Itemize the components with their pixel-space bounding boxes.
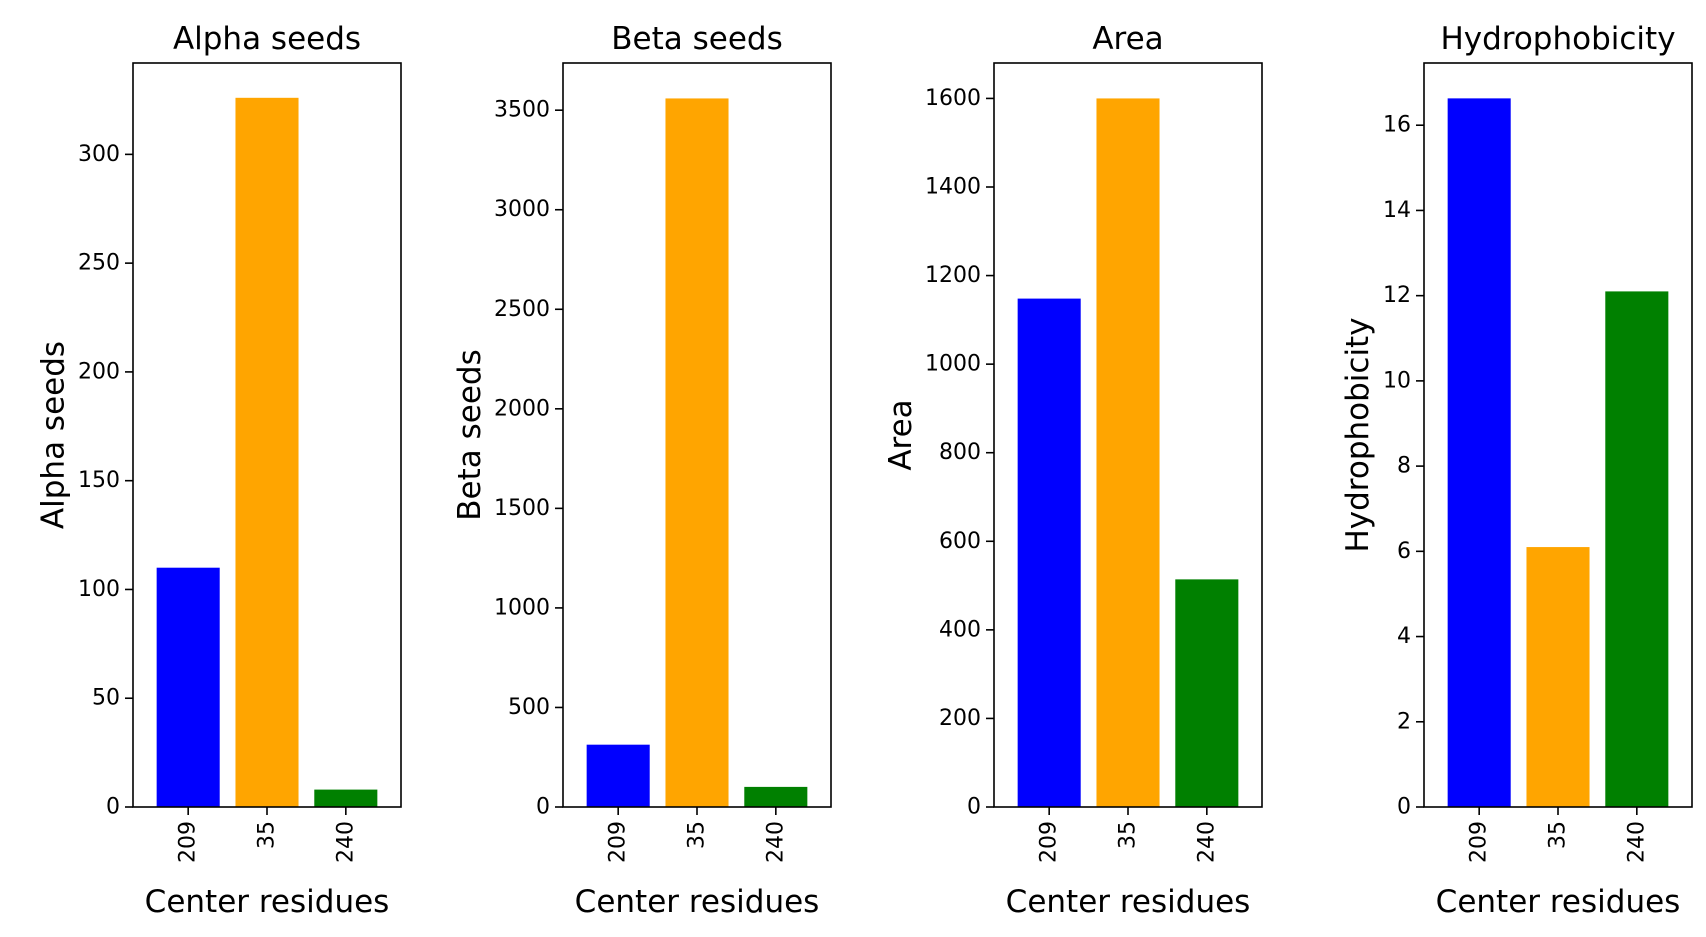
x-tick-label: 209 [606,821,631,863]
y-axis-label: Beta seeds [452,349,488,520]
y-tick-label: 2 [1397,709,1411,734]
y-tick-label: 250 [78,251,120,276]
x-tick-label: 209 [1467,821,1492,863]
y-tick-label: 1000 [494,595,550,620]
y-tick-label: 300 [78,142,120,167]
y-tick-label: 150 [78,468,120,493]
x-axis-label: Center residues [145,884,390,920]
chart-title: Hydrophobicity [1440,21,1675,57]
y-tick-label: 1500 [494,496,550,521]
x-tick-label: 209 [1037,821,1062,863]
y-tick-label: 2500 [494,297,550,322]
y-tick-label: 0 [967,795,981,820]
y-tick-label: 0 [106,795,120,820]
y-tick-label: 200 [939,706,981,731]
y-axis-label: Hydrophobicity [1340,317,1376,552]
y-tick-label: 600 [939,529,981,554]
bar-35 [1096,98,1160,808]
chart-title: Beta seeds [611,21,782,57]
x-axis-label: Center residues [575,884,820,920]
x-tick-label: 240 [1624,821,1649,863]
chart-title: Area [1092,21,1163,57]
x-tick-label: 35 [1116,821,1141,849]
y-tick-label: 1200 [925,263,981,288]
chart-panel-4: 0 2 4 6 8 10 12 14 16 209 35 240 Hydrophobicity Cente… [1340,21,1693,920]
y-tick-label: 4 [1397,624,1411,649]
bar-35 [235,97,299,807]
bar-35 [1526,547,1590,807]
y-tick-label: 800 [939,440,981,465]
x-axis-label: Center residues [1006,884,1251,920]
bar-209 [156,567,220,807]
y-axis-label: Area [883,399,919,470]
y-tick-label: 1000 [925,352,981,377]
y-tick-label: 16 [1383,113,1411,138]
bar-240 [314,789,378,807]
y-tick-label: 0 [1397,795,1411,820]
y-tick-label: 14 [1383,198,1411,223]
y-tick-label: 400 [939,617,981,642]
y-tick-label: 10 [1383,368,1411,393]
y-axis-label: Alpha seeds [36,341,72,529]
bar-35 [665,98,729,807]
bar-209 [1017,298,1081,807]
y-tick-label: 500 [508,695,550,720]
x-tick-label: 240 [763,821,788,863]
y-tick-label: 3000 [494,197,550,222]
y-tick-label: 12 [1383,283,1411,308]
x-tick-label: 240 [333,821,358,863]
x-tick-label: 35 [1546,821,1571,849]
bar-209 [586,744,650,807]
y-tick-label: 100 [78,577,120,602]
chart-panel-2: 0 500 1000 1500 2000 2500 3000 3500 209 35 240 Beta… [452,21,832,920]
x-tick-label: 35 [255,821,280,849]
x-tick-label: 35 [685,821,710,849]
y-tick-label: 1400 [925,175,981,200]
y-tick-label: 2000 [494,396,550,421]
bar-209 [1447,98,1511,808]
bar-240 [1175,579,1239,807]
chart-title: Alpha seeds [173,21,361,57]
x-tick-label: 209 [176,821,201,863]
y-tick-label: 6 [1397,539,1411,564]
bar-240 [744,786,808,807]
y-tick-label: 50 [92,686,120,711]
y-tick-label: 200 [78,359,120,384]
y-tick-label: 1600 [925,86,981,111]
chart-panel-3: 0 200 400 600 800 1000 1200 1400 1600 209 35 240 Are… [883,21,1263,920]
y-tick-label: 8 [1397,454,1411,479]
y-tick-label: 0 [536,795,550,820]
bar-240 [1605,291,1669,807]
x-tick-label: 240 [1194,821,1219,863]
chart-panel-1: 0 50 100 150 200 250 300 209 35 240 Alpha seeds Cen… [36,21,402,920]
y-tick-label: 3500 [494,98,550,123]
x-axis-label: Center residues [1436,884,1681,920]
